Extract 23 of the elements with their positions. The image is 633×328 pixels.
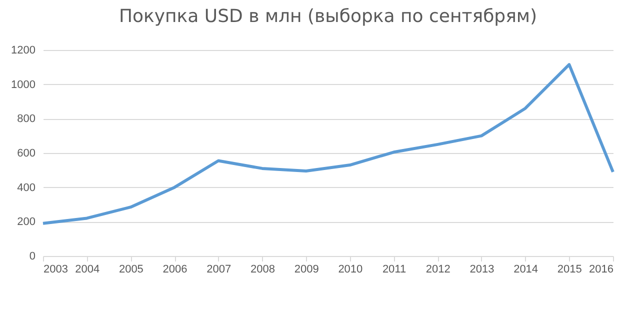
x-tick-label: 2007 [206,264,232,276]
y-tick-label: 1000 [11,78,36,91]
y-tick-label: 0 [29,250,36,262]
x-tick-label: 2015 [557,264,582,276]
x-tick-label: 2008 [250,264,275,276]
x-tick-label: 2006 [162,264,188,276]
chart-title: Покупка USD в млн (выборка по сентябрям) [118,6,538,27]
x-tick-label: 2003 [44,264,68,276]
y-tick-label: 400 [17,182,36,194]
x-tick-label: 2005 [118,264,144,276]
y-tick-label: 1200 [11,44,36,56]
x-tick-label: 2014 [514,264,538,276]
x-tick-label: 2013 [470,264,494,276]
x-tick-label: 2016 [589,264,614,276]
y-tick-label: 800 [17,113,36,126]
y-tick-label: 200 [17,216,36,228]
line-series [42,63,614,225]
y-tick-label: 600 [17,148,36,160]
x-tick-label: 2009 [294,264,319,276]
x-tick-label: 2010 [338,264,363,276]
x-tick-label: 2012 [426,264,450,276]
x-tick-label: 2004 [75,264,100,276]
x-tick-label: 2011 [382,264,406,276]
